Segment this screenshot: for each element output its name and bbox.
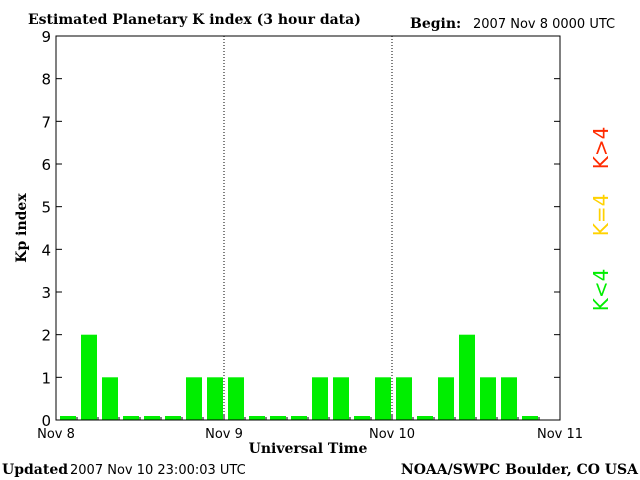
updated-value: 2007 Nov 10 23:00:03 UTC	[70, 463, 246, 478]
kp-bar	[312, 377, 328, 420]
y-tick-label: 9	[41, 28, 51, 46]
y-tick-label: 2	[41, 327, 51, 345]
kp-bar	[480, 377, 496, 420]
updated-label: Updated	[2, 462, 68, 478]
kp-bar	[522, 416, 538, 420]
y-tick-label: 3	[41, 284, 51, 302]
x-axis-label: Universal Time	[249, 441, 368, 457]
kp-bar	[438, 377, 454, 420]
kp-bar	[207, 377, 223, 420]
y-tick-label: 0	[41, 412, 51, 430]
kp-bar	[396, 377, 412, 420]
kp-bar	[102, 377, 118, 420]
x-tick-label: Nov 8	[37, 427, 75, 442]
y-tick-label: 7	[41, 113, 51, 131]
kp-bar	[249, 416, 265, 420]
kp-bar	[60, 416, 76, 420]
source-credit: NOAA/SWPC Boulder, CO USA	[401, 462, 639, 478]
legend-entry: K=4	[589, 194, 613, 237]
x-tick-label: Nov 11	[537, 427, 583, 442]
kp-bar	[291, 416, 307, 420]
kp-bar	[459, 334, 475, 420]
y-tick-label: 6	[41, 156, 51, 174]
kp-bar	[81, 334, 97, 420]
y-tick-label: 8	[41, 71, 51, 89]
kp-bar	[417, 416, 433, 420]
y-tick-label: 1	[41, 369, 51, 387]
y-tick-label: 5	[41, 199, 51, 217]
kp-bar	[228, 377, 244, 420]
chart-title: Estimated Planetary K index (3 hour data…	[28, 12, 361, 28]
kp-bar	[354, 416, 370, 420]
kp-bar	[375, 377, 391, 420]
legend-entry: K>4	[589, 127, 613, 170]
legend-entry: K<4	[589, 269, 613, 312]
begin-label: Begin:	[410, 16, 461, 32]
y-tick-label: 4	[41, 241, 51, 259]
y-axis-label: Kp index	[14, 193, 30, 263]
plot-frame	[55, 35, 561, 421]
kp-bar	[186, 377, 202, 420]
kp-bar	[165, 416, 181, 420]
x-tick-label: Nov 9	[205, 427, 243, 442]
kp-bar	[123, 416, 139, 420]
kp-bar	[144, 416, 160, 420]
kp-bar	[333, 377, 349, 420]
kp-bar	[270, 416, 286, 420]
begin-value: 2007 Nov 8 0000 UTC	[473, 17, 615, 32]
kp-bar	[501, 377, 517, 420]
x-tick-label: Nov 10	[369, 427, 415, 442]
